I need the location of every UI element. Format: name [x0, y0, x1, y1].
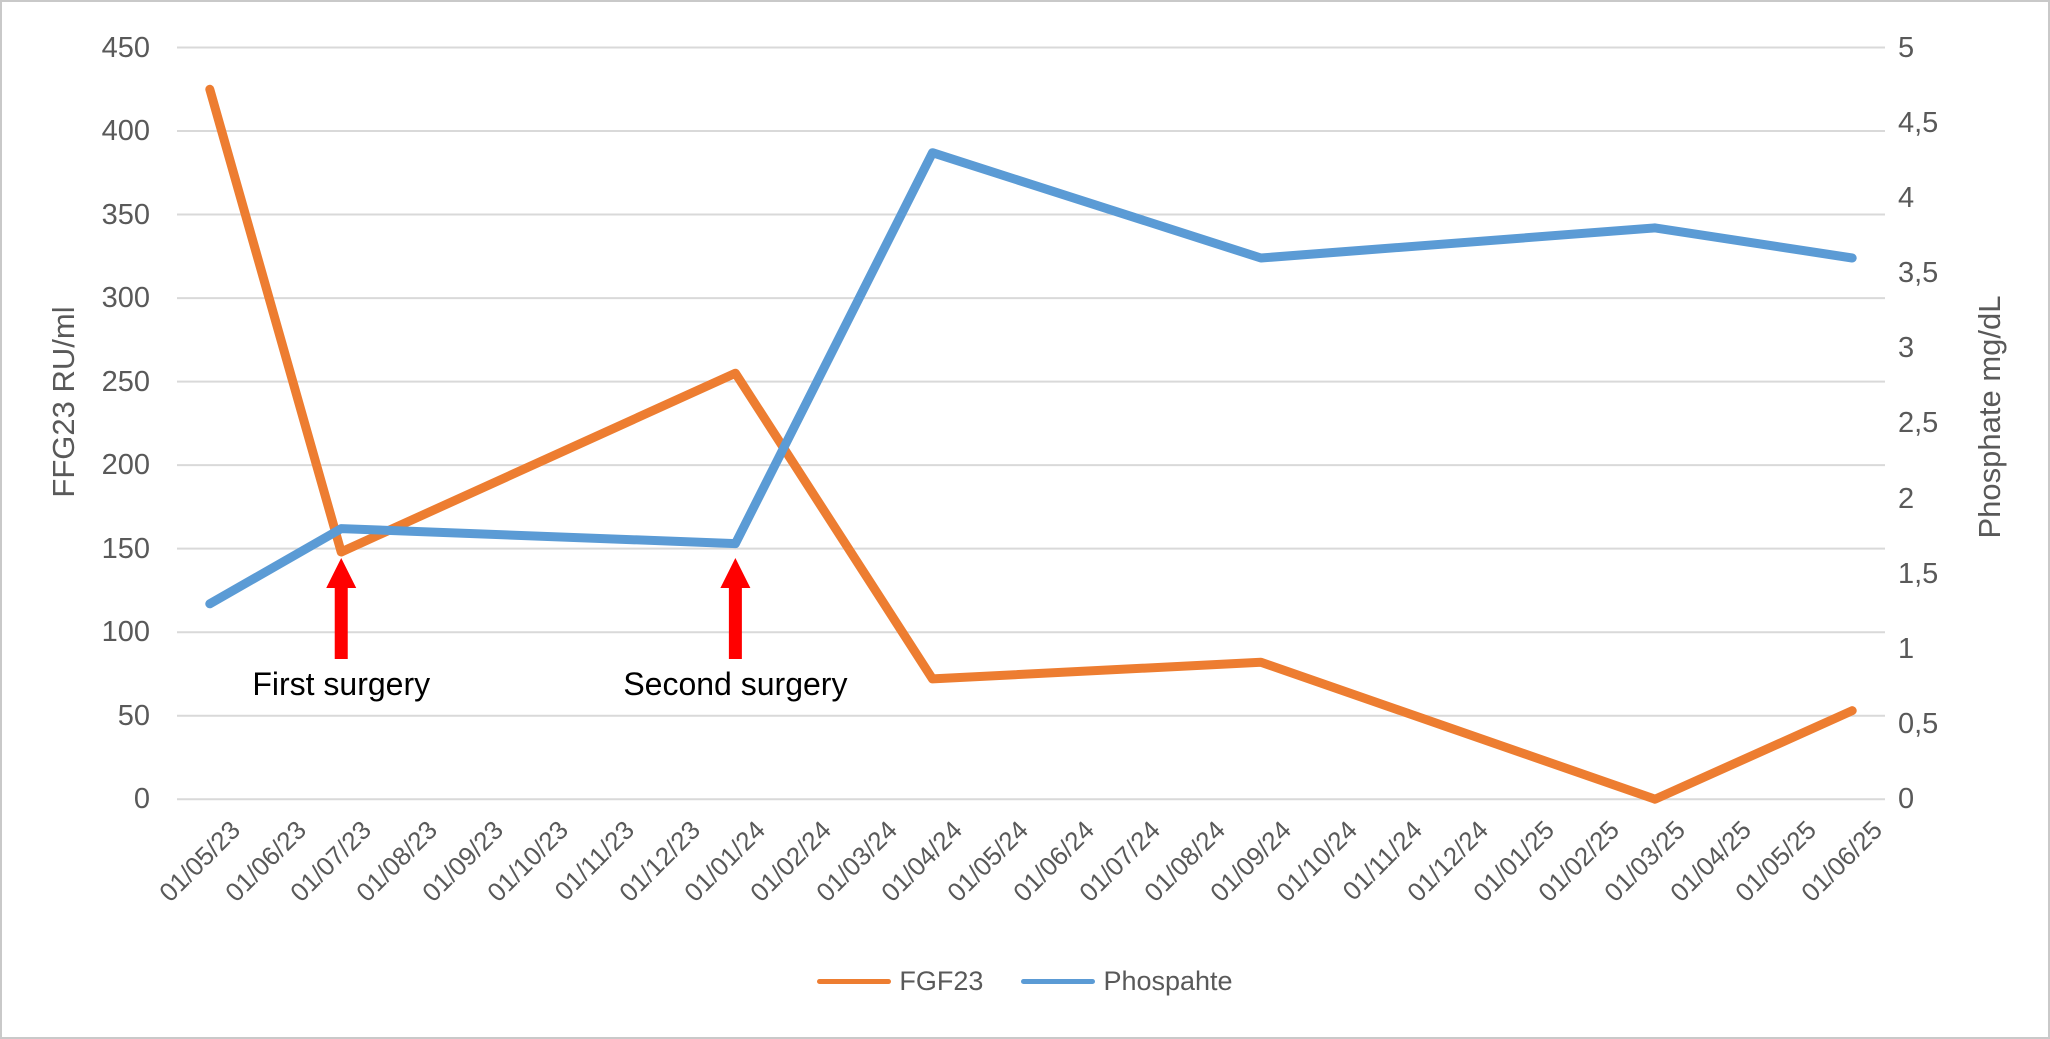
- legend: FGF23 Phospahte: [2, 964, 2048, 998]
- fgf23-line-swatch: [817, 978, 892, 984]
- surgery-arrow-icon: [326, 558, 357, 659]
- right-axis-tick: 2,5: [1898, 407, 1939, 440]
- annotation-second-surgery: Second surgery: [623, 666, 848, 702]
- left-axis-tick: 450: [101, 31, 150, 64]
- right-axis-tick: 4,5: [1898, 106, 1939, 139]
- phosphate-line-swatch: [1021, 978, 1096, 984]
- left-axis-tick: 350: [101, 198, 150, 231]
- right-axis-tick: 5: [1898, 31, 1915, 64]
- legend-item-phosphate: Phospahte: [1021, 964, 1233, 998]
- left-axis-tick: 100: [101, 616, 150, 649]
- surgery-arrow-icon: [720, 558, 751, 659]
- right-axis-tick: 3,5: [1898, 257, 1939, 289]
- right-axis-title: Phosphate mg/dL: [1972, 295, 2007, 539]
- left-axis-tick: 200: [101, 449, 150, 482]
- legend-label-phosphate: Phospahte: [1103, 966, 1233, 996]
- right-axis-tick: 1,5: [1898, 557, 1939, 590]
- legend-item-fgf23: FGF23: [817, 964, 983, 998]
- right-axis-tick: 0,5: [1898, 708, 1939, 741]
- series-line-fgf23: [205, 84, 1857, 804]
- left-axis-tick: 50: [117, 699, 150, 732]
- left-axis-tick: 150: [101, 532, 150, 565]
- series-line-phospahte: [205, 148, 1857, 609]
- right-axis-tick: 1: [1898, 632, 1915, 665]
- left-axis-tick: 300: [101, 282, 150, 315]
- legend-label-fgf23: FGF23: [899, 966, 984, 996]
- left-axis-title: FFG23 RU/ml: [46, 306, 81, 498]
- right-axis-tick: 3: [1898, 332, 1915, 365]
- right-axis-tick: 4: [1898, 181, 1915, 214]
- left-axis-tick: 400: [101, 115, 150, 148]
- right-axis-tick: 2: [1898, 482, 1915, 515]
- right-axis-tick: 0: [1898, 783, 1915, 816]
- left-axis-tick: 250: [101, 365, 150, 398]
- annotation-first-surgery: First surgery: [252, 666, 431, 702]
- left-axis-tick: 0: [133, 783, 150, 816]
